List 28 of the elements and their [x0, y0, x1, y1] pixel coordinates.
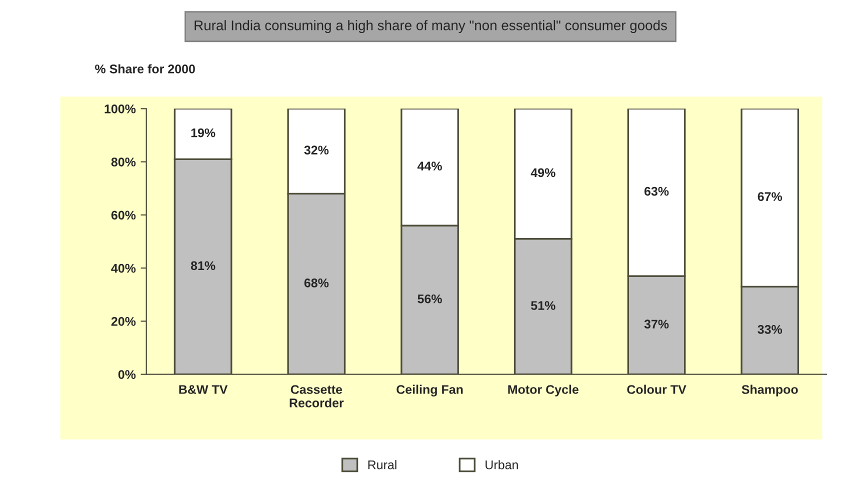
- data-label: 81%: [190, 261, 216, 270]
- y-tick-label: 100%: [104, 104, 136, 114]
- y-tick-label: 80%: [111, 158, 136, 166]
- data-label: 67%: [758, 192, 782, 202]
- y-tick-label: 60%: [111, 210, 136, 220]
- x-tick-label: B&W TV: [179, 385, 228, 394]
- data-label: 68%: [304, 278, 329, 288]
- data-label: 49%: [530, 168, 556, 178]
- x-tick-label: Colour TV: [627, 384, 686, 394]
- y-tick-label: 40%: [111, 264, 136, 273]
- data-label: 63%: [644, 186, 669, 196]
- x-tick-label: Cassette Recorder: [290, 385, 344, 408]
- data-label: 56%: [418, 294, 442, 304]
- data-label: 19%: [191, 128, 216, 138]
- legend-label: Urban: [486, 460, 518, 470]
- y-tick-label: 0%: [118, 370, 136, 379]
- legend-label: Rural: [368, 460, 396, 470]
- data-label: 32%: [304, 146, 329, 155]
- data-label: 33%: [758, 324, 782, 334]
- chart-subtitle: % Share for 2000: [95, 64, 195, 74]
- data-label: 51%: [531, 301, 556, 310]
- x-tick-label: Motor Cycle: [508, 384, 578, 396]
- x-tick-label: Ceiling Fan: [396, 384, 463, 396]
- data-label: 37%: [644, 320, 669, 329]
- data-label: 44%: [417, 162, 442, 170]
- y-tick-label: 20%: [111, 316, 136, 326]
- x-tick-label: Shampoo: [742, 384, 798, 396]
- chart-title: Rural India consuming a high share of many "non essential" consumer goods: [194, 20, 667, 34]
